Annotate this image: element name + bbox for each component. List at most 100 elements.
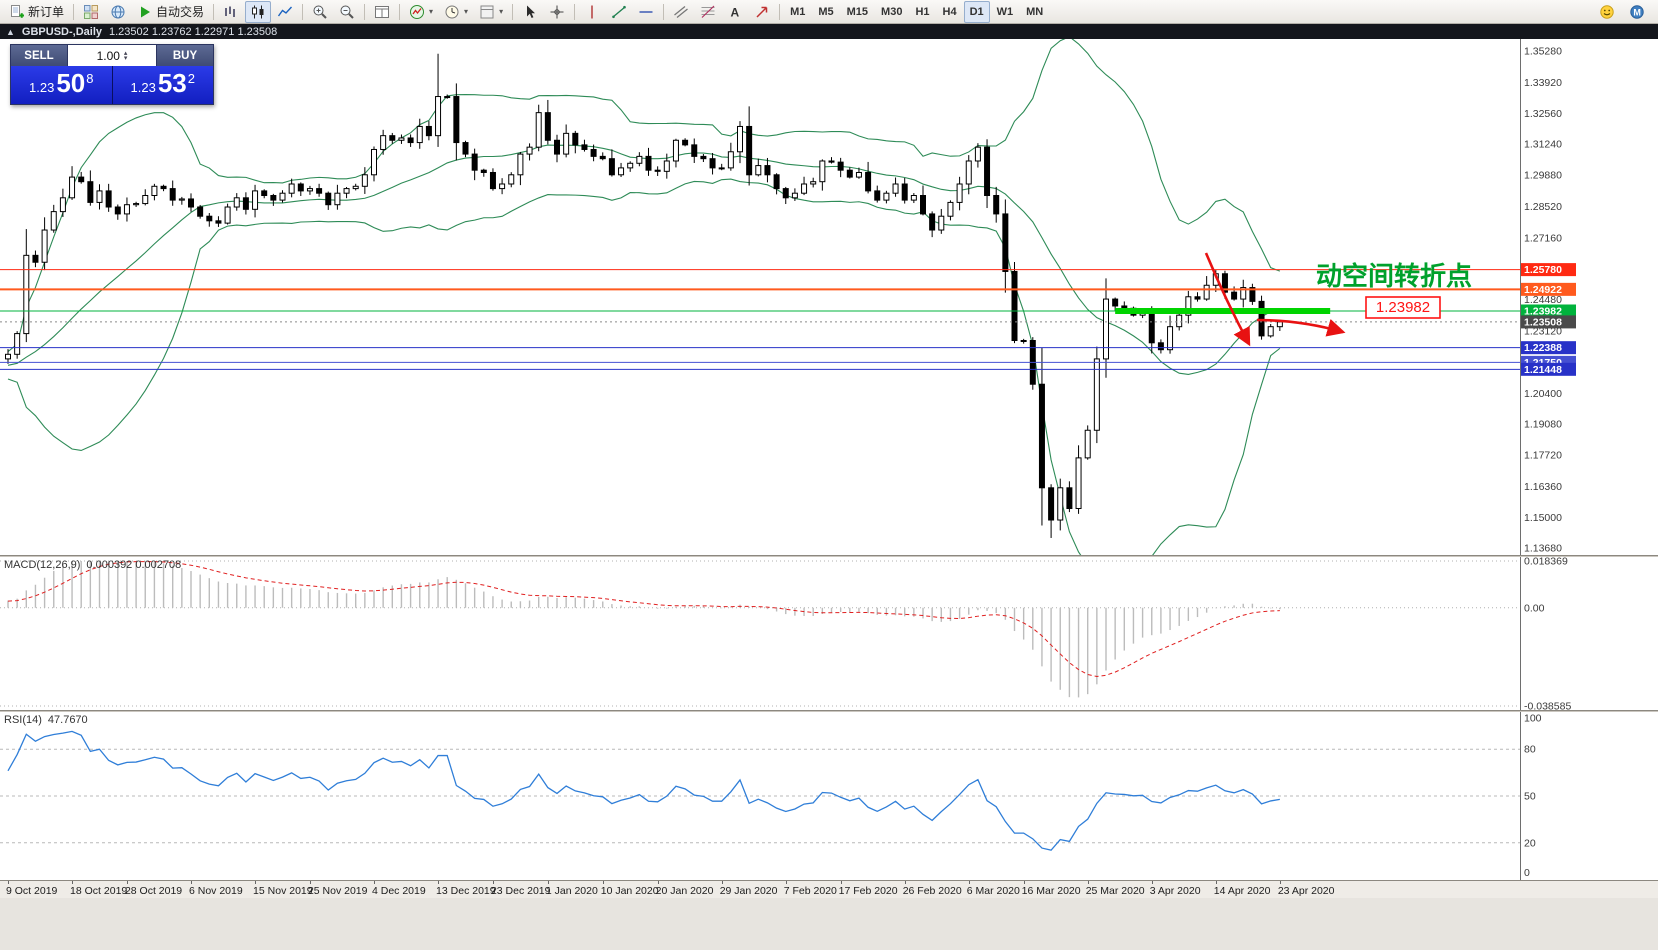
buy-price-button[interactable]: 1.23 53 2 — [112, 66, 213, 104]
tile-icon — [84, 4, 99, 19]
text-icon: A — [731, 5, 740, 19]
chart-title: GBPUSD-,Daily — [21, 25, 102, 38]
chart-collapse-icon[interactable]: ▲ — [6, 26, 15, 37]
price-axis-tick: 1.29880 — [1524, 170, 1562, 182]
windows-icon — [375, 5, 390, 18]
metaquotes-icon[interactable]: M — [1624, 1, 1650, 23]
svg-text:1.24922: 1.24922 — [1524, 284, 1562, 296]
periods-icon[interactable]: ▾ — [439, 1, 473, 23]
sell-price-button[interactable]: 1.23 50 8 — [11, 66, 112, 104]
price-axis-tick: 1.15000 — [1524, 512, 1562, 524]
templates-icon[interactable]: ▾ — [474, 1, 508, 23]
metaquotes-icon: M — [1630, 4, 1644, 19]
time-label: 25 Nov 2019 — [307, 885, 368, 897]
macd-signal-line[interactable] — [7, 561, 1280, 677]
timeframe-w1[interactable]: W1 — [996, 5, 1014, 18]
price-axis-tick: 1.27160 — [1524, 232, 1562, 244]
timeframe-h1[interactable]: H1 — [915, 5, 930, 18]
drawn-arrow-2[interactable] — [1256, 318, 1346, 337]
rsi-axis-label: 20 — [1524, 837, 1536, 849]
time-tick — [309, 881, 311, 884]
time-tick — [1087, 881, 1089, 884]
bollinger-lower-band[interactable] — [7, 178, 1281, 555]
rsi-line[interactable] — [7, 730, 1280, 851]
chart-plot[interactable] — [0, 39, 1520, 555]
time-label: 23 Apr 2020 — [1277, 885, 1335, 897]
zoom-in-icon[interactable] — [307, 1, 333, 23]
trendline-icon[interactable] — [606, 1, 632, 23]
sell-button[interactable]: SELL — [11, 45, 67, 66]
fibonacci-icon[interactable] — [695, 1, 721, 23]
cursor-icon[interactable] — [517, 1, 543, 23]
timeframe-m1[interactable]: M1 — [790, 5, 806, 18]
cursor-icon — [527, 5, 536, 18]
caret-down-icon: ▾ — [464, 7, 469, 16]
axis-price-label-1.23982 — [1521, 304, 1576, 318]
horizontal-line-icon[interactable] — [633, 1, 659, 23]
price-callout-box[interactable] — [1365, 296, 1441, 319]
chart-ohlc-values: 1.23502 1.23762 1.22971 1.23508 — [109, 25, 278, 38]
crosshair-icon[interactable] — [544, 1, 570, 23]
buy-price-sup: 2 — [187, 71, 195, 86]
text-label-icon[interactable]: A — [722, 1, 748, 23]
timeframe-m30[interactable]: M30 — [881, 5, 903, 18]
timeframe-m5[interactable]: M5 — [818, 5, 834, 18]
price-axis-tick: 1.13680 — [1524, 543, 1562, 555]
toolbar-separator — [663, 3, 665, 20]
new-order-button[interactable]: 新订单 — [4, 1, 69, 23]
time-tick — [968, 881, 970, 884]
community-icon[interactable] — [1594, 1, 1620, 23]
charts-grid-icon[interactable] — [78, 1, 104, 23]
arrows-tool-icon[interactable] — [749, 1, 775, 23]
panel-separator-macd[interactable] — [0, 555, 1658, 557]
buy-button[interactable]: BUY — [157, 45, 213, 66]
volume-up-button[interactable]: ▴ — [123, 49, 128, 57]
panel-separator-rsi[interactable] — [0, 710, 1658, 712]
profile-icon[interactable] — [105, 1, 131, 23]
candlestick-chart-icon[interactable] — [245, 0, 272, 23]
svg-text:1.23982: 1.23982 — [1524, 305, 1562, 317]
chart-window: ▲ GBPUSD-,Daily 1.23502 1.23762 1.22971 … — [0, 24, 1658, 950]
svg-text:A: A — [731, 5, 740, 19]
indicators-icon[interactable]: ▾ — [404, 1, 438, 23]
price-axis-tick: 1.24480 — [1524, 294, 1562, 306]
timeframe-m15[interactable]: M15 — [846, 5, 869, 18]
time-tick — [547, 881, 549, 884]
autotrading-button[interactable]: 自动交易 — [132, 1, 209, 23]
annotation-text[interactable]: 动空间转折点 — [1316, 261, 1472, 291]
macd-axis-label: -0.038585 — [1524, 701, 1571, 711]
volume-down-button[interactable]: ▾ — [123, 54, 128, 62]
time-tick — [438, 881, 440, 884]
time-axis[interactable]: 9 Oct 2019 18 Oct 2019 28 Oct 2019 6 Nov 20… — [0, 880, 1658, 898]
vertical-line-icon[interactable] — [579, 1, 605, 23]
timeframe-h4[interactable]: H4 — [942, 5, 957, 18]
time-tick — [8, 881, 9, 884]
macd-axis-label: 0.018369 — [1524, 557, 1568, 568]
price-axis-tick: 1.35280 — [1524, 45, 1562, 57]
bollinger-upper-band[interactable] — [7, 39, 1281, 353]
equidistant-channel-icon[interactable] — [668, 1, 694, 23]
zoom-out-icon[interactable] — [334, 1, 360, 23]
toolbar-separator — [574, 3, 576, 20]
timeframe-d1[interactable]: D1 — [963, 0, 990, 23]
time-tick — [657, 881, 659, 884]
price-axis-tick: 1.16360 — [1524, 481, 1562, 493]
time-label: 3 Apr 2020 — [1149, 885, 1201, 897]
volume-input[interactable]: 1.00 — [96, 48, 120, 63]
bar-chart-icon[interactable] — [218, 1, 244, 23]
time-tick — [1215, 881, 1217, 884]
time-label: 14 Apr 2020 — [1213, 885, 1271, 897]
price-axis[interactable] — [1521, 39, 1658, 555]
tile-windows-icon[interactable] — [369, 1, 395, 23]
chart-caption-bar[interactable]: ▲ GBPUSD-,Daily 1.23502 1.23762 1.22971 … — [0, 24, 1658, 39]
candles-icon — [252, 5, 264, 18]
svg-text:M: M — [1633, 7, 1641, 17]
timeframe-mn[interactable]: MN — [1026, 5, 1044, 18]
toolbar-right-group: M — [1594, 1, 1654, 23]
drawn-arrow-1[interactable] — [1204, 252, 1251, 347]
clock-icon — [445, 5, 459, 18]
line-chart-icon[interactable] — [272, 1, 298, 23]
hline-icon — [639, 10, 653, 13]
bollinger-middle-band[interactable] — [7, 144, 1280, 376]
time-tick — [785, 881, 787, 884]
